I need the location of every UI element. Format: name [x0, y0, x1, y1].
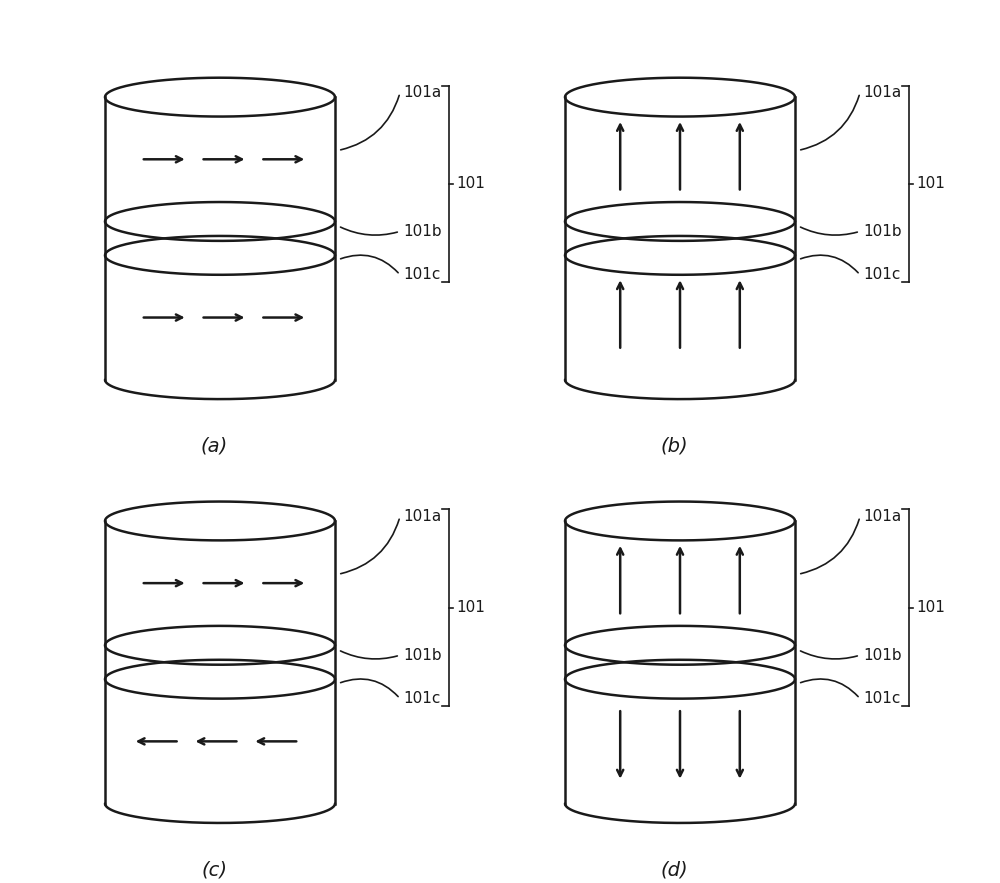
Text: (d): (d)	[660, 860, 688, 879]
Text: 101b: 101b	[863, 224, 902, 238]
Text: 101c: 101c	[863, 691, 900, 706]
Polygon shape	[105, 97, 335, 380]
Text: 101c: 101c	[403, 691, 440, 706]
Polygon shape	[565, 502, 795, 540]
Text: 101c: 101c	[403, 268, 440, 283]
Polygon shape	[565, 97, 795, 380]
Text: 101b: 101b	[403, 648, 442, 662]
Text: 101: 101	[916, 600, 945, 615]
Polygon shape	[565, 521, 795, 804]
Text: 101a: 101a	[863, 509, 901, 524]
Polygon shape	[105, 521, 335, 804]
Text: (b): (b)	[660, 436, 688, 456]
Text: 101c: 101c	[863, 268, 900, 283]
Text: 101a: 101a	[403, 509, 441, 524]
Polygon shape	[105, 78, 335, 117]
Text: 101: 101	[456, 600, 485, 615]
Text: 101a: 101a	[863, 86, 901, 100]
Text: 101b: 101b	[403, 224, 442, 238]
Polygon shape	[105, 502, 335, 540]
Text: 101b: 101b	[863, 648, 902, 662]
Text: (a): (a)	[201, 436, 228, 456]
Text: 101: 101	[456, 177, 485, 192]
Text: 101: 101	[916, 177, 945, 192]
Text: 101a: 101a	[403, 86, 441, 100]
Polygon shape	[565, 78, 795, 117]
Text: (c): (c)	[201, 860, 227, 879]
